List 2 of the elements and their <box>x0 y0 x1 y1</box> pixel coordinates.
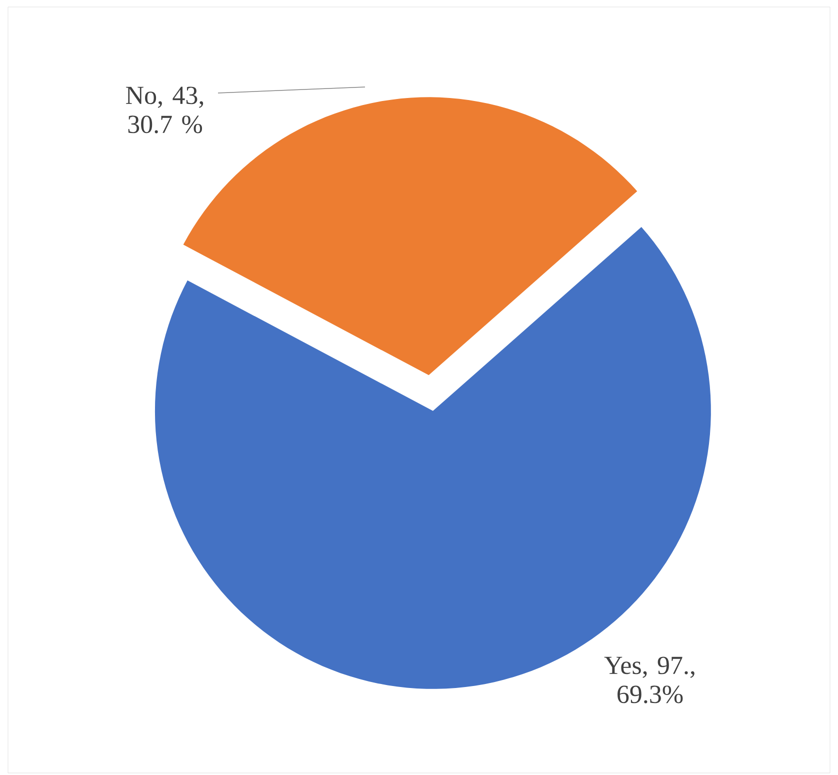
slice-label: No, 43, 30.7 % <box>126 86 204 134</box>
slice-label: Yes, 97., 69.3% <box>604 656 694 704</box>
